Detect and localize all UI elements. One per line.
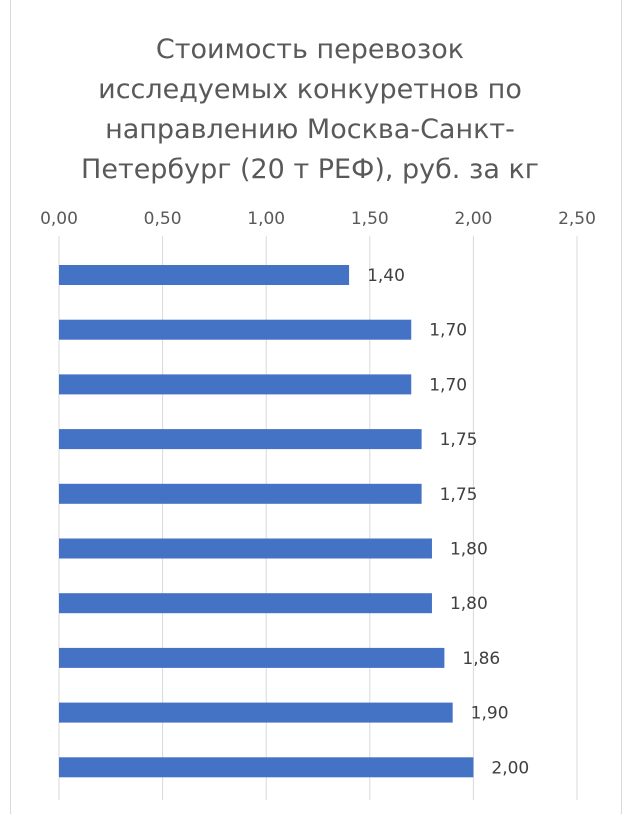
bar bbox=[59, 647, 445, 668]
data-label: 1,80 bbox=[450, 540, 488, 560]
bar bbox=[59, 702, 453, 723]
data-label: 2,00 bbox=[491, 758, 529, 778]
data-label: 1,40 bbox=[367, 266, 405, 286]
bar bbox=[59, 538, 432, 559]
chart-title: Стоимость перевозок исследуемых конкурет… bbox=[60, 30, 560, 190]
x-tick-label: 2,50 bbox=[558, 209, 596, 229]
x-tick-label: 0,00 bbox=[40, 209, 78, 229]
data-label: 1,86 bbox=[462, 649, 500, 669]
x-tick-label: 0,50 bbox=[144, 209, 182, 229]
data-label: 1,70 bbox=[429, 321, 467, 341]
bar bbox=[59, 319, 412, 340]
chart-title-line-2: исследуемых конкуретнов по bbox=[98, 74, 522, 105]
chart-title-line-4: Петербург (20 т РЕФ), руб. за кг bbox=[81, 154, 539, 185]
data-label: 1,75 bbox=[440, 430, 478, 450]
bar bbox=[59, 429, 422, 450]
bar bbox=[59, 483, 422, 504]
bar bbox=[59, 265, 350, 285]
data-label: 1,75 bbox=[440, 485, 478, 505]
x-axis-ticks: 0,00 0,50 1,00 1,50 2,00 2,50 bbox=[40, 209, 596, 229]
x-tick-label: 2,00 bbox=[454, 209, 492, 229]
chart-title-line-3: направлению Москва-Санкт- bbox=[105, 114, 515, 145]
bars bbox=[59, 265, 474, 778]
chart-frame bbox=[10, 0, 622, 814]
bar bbox=[59, 374, 412, 395]
data-label: 1,70 bbox=[429, 375, 467, 395]
bar bbox=[59, 593, 432, 614]
data-labels: 1,40 1,70 1,70 1,75 1,75 1,80 1,80 1,86 1,90 2,00 bbox=[367, 266, 529, 778]
bar bbox=[59, 757, 474, 778]
chart-title-line-1: Стоимость перевозок bbox=[155, 34, 465, 65]
data-label: 1,80 bbox=[450, 594, 488, 614]
data-label: 1,90 bbox=[471, 704, 509, 724]
x-tick-label: 1,00 bbox=[247, 209, 285, 229]
x-tick-label: 1,50 bbox=[351, 209, 389, 229]
